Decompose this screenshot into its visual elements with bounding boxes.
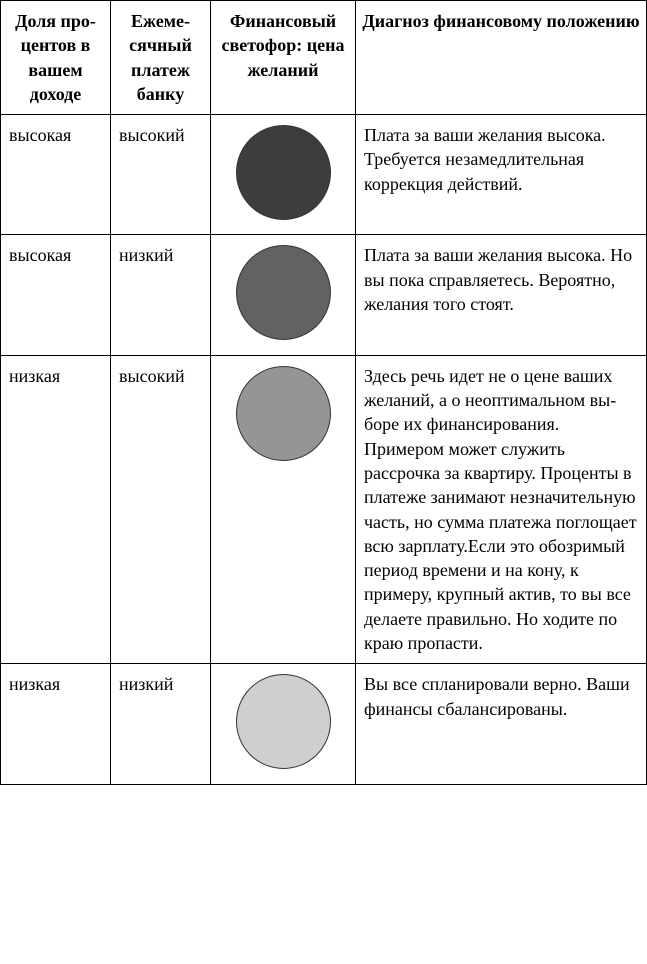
header-payment: Ежеме- сячный платеж банку (111, 1, 211, 115)
cell-payment: низкий (111, 664, 211, 784)
cell-circle (211, 355, 356, 664)
cell-diagnosis: Плата за ваши желания высока. Но вы пока… (356, 235, 647, 355)
cell-diagnosis: Плата за ваши желания высока. Требуется … (356, 115, 647, 235)
cell-share: низкая (1, 664, 111, 784)
cell-share: высокая (1, 115, 111, 235)
header-share: Доля про- центов в вашем доходе (1, 1, 111, 115)
cell-circle (211, 664, 356, 784)
header-traffic-light: Финансовый светофор: цена желаний (211, 1, 356, 115)
cell-payment: высокий (111, 115, 211, 235)
header-diagnosis: Диагноз финансовому положению (356, 1, 647, 115)
table-row: высокая высокий Плата за ваши желания вы… (1, 115, 647, 235)
table-row: высокая низкий Плата за ваши желания выс… (1, 235, 647, 355)
cell-payment: высокий (111, 355, 211, 664)
cell-circle (211, 235, 356, 355)
cell-diagnosis: Здесь речь идет не о цене ваших желаний,… (356, 355, 647, 664)
financial-traffic-light-table: Доля про- центов в вашем доходе Ежеме- с… (0, 0, 647, 785)
table-row: низкая высокий Здесь речь идет не о цене… (1, 355, 647, 664)
cell-payment: низкий (111, 235, 211, 355)
traffic-light-circle-icon (236, 125, 331, 220)
table-row: низкая низкий Вы все спланировали верно.… (1, 664, 647, 784)
cell-share: низкая (1, 355, 111, 664)
traffic-light-circle-icon (236, 245, 331, 340)
traffic-light-circle-icon (236, 366, 331, 461)
table-header-row: Доля про- центов в вашем доходе Ежеме- с… (1, 1, 647, 115)
cell-circle (211, 115, 356, 235)
traffic-light-circle-icon (236, 674, 331, 769)
cell-diagnosis: Вы все спланировали верно. Ваши финансы … (356, 664, 647, 784)
cell-share: высокая (1, 235, 111, 355)
